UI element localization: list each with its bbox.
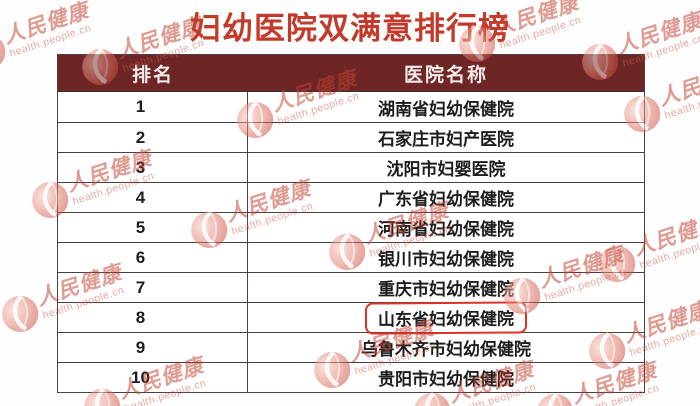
rank-value: 7 [135,277,146,297]
watermark-cn-text: 人民健康 [655,60,700,111]
watermark-en-text: health.people.cn [638,233,700,272]
rank-cell: 1 [58,92,248,122]
hospital-name-cell: 河南省妇幼保健院 [248,213,644,242]
watermark-text: 人民健康 health.people.cn [654,56,700,121]
rank-cell: 4 [58,183,248,212]
rank-cell: 3 [58,153,248,182]
header-rank: 排名 [131,64,174,86]
hospital-name-cell: 银川市妇幼保健院 [248,243,644,272]
rank-value: 3 [135,157,146,177]
hospital-name: 沈阳市妇婴医院 [386,160,506,179]
rank-cell: 6 [58,243,248,272]
rank-value: 1 [135,97,146,116]
table-row: 7 重庆市妇幼保健院 [58,272,644,302]
rank-cell: 7 [58,273,248,302]
hospital-name: 乌鲁木齐市妇幼保健院 [361,340,531,359]
rank-value: 2 [135,127,146,147]
table-row: 5 河南省妇幼保健院 [58,212,644,242]
table-row: 4 广东省妇幼保健院 [58,182,644,212]
hospital-name-cell: 湖南省妇幼保健院 [248,92,644,122]
rank-cell: 9 [58,333,248,362]
hospital-name: 重庆市妇幼保健院 [378,280,514,299]
rank-cell: 2 [58,123,248,152]
page-title: 妇幼医院双满意排行榜 [190,11,510,46]
rank-cell: 5 [58,213,248,242]
hospital-name-cell: 贵阳市妇幼保健院 [248,363,644,392]
rank-cell: 10 [58,363,248,392]
hospital-name: 湖南省妇幼保健院 [378,99,514,119]
people-health-globe-icon [0,290,44,338]
rank-value: 9 [135,337,146,357]
hospital-name-cell: 山东省妇幼保健院 [248,300,644,335]
rank-cell: 8 [58,303,248,332]
hospital-name-cell: 乌鲁木齐市妇幼保健院 [248,333,644,362]
rank-value: 8 [135,307,146,327]
table-row: 1 湖南省妇幼保健院 [58,92,644,122]
rank-value: 6 [135,247,146,267]
watermark-en-text: health.people.cn [663,83,700,122]
hospital-name: 石家庄市妇产医院 [378,130,514,149]
table-row: 3 沈阳市妇婴医院 [58,152,644,182]
rank-value: 10 [131,367,150,387]
table-row: 8 山东省妇幼保健院 [58,300,644,335]
rank-value: 4 [135,187,146,207]
table-body: 1 湖南省妇幼保健院 2 石家庄市妇产医院 3 沈阳市妇婴医院 4 广东省妇幼保… [58,92,644,392]
hospital-name: 银川市妇幼保健院 [378,250,514,269]
hospital-name-cell: 沈阳市妇婴医院 [248,153,644,182]
table-row: 2 石家庄市妇产医院 [58,122,644,152]
rank-value: 5 [135,217,146,237]
hospital-name-cell: 广东省妇幼保健院 [248,183,644,212]
header-hospital-name: 医院名称 [403,64,488,86]
table-row: 10 贵阳市妇幼保健院 [58,362,644,392]
hospital-name: 贵阳市妇幼保健院 [378,370,514,389]
table-header-row: 排名 医院名称 [58,55,644,92]
ranking-table: 排名 医院名称 1 湖南省妇幼保健院 2 石家庄市妇产医院 3 沈阳市妇婴医院 … [57,54,645,393]
hospital-name-cell: 石家庄市妇产医院 [248,123,644,152]
hospital-name-cell: 重庆市妇幼保健院 [248,273,644,302]
table-row: 6 银川市妇幼保健院 [58,242,644,272]
hospital-name: 河南省妇幼保健院 [378,220,514,239]
hospital-name-highlighted: 山东省妇幼保健院 [364,300,528,335]
hospital-name: 广东省妇幼保健院 [378,190,514,209]
table-row: 9 乌鲁木齐市妇幼保健院 [58,332,644,362]
